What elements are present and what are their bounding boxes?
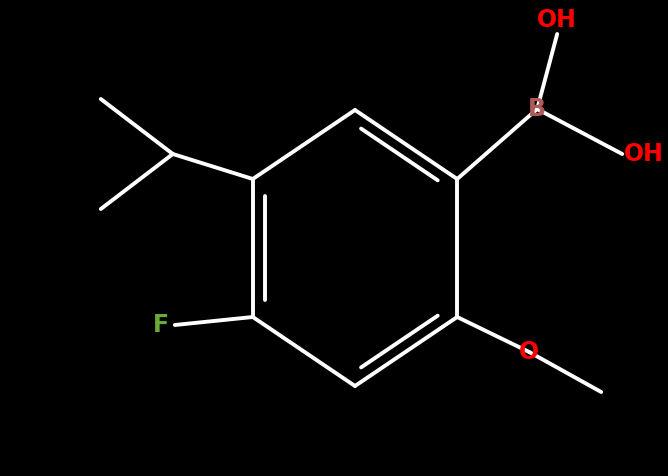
Text: OH: OH [625,142,664,166]
Text: F: F [153,313,169,337]
Text: O: O [519,340,539,364]
Text: B: B [528,97,546,121]
Text: OH: OH [537,8,577,32]
